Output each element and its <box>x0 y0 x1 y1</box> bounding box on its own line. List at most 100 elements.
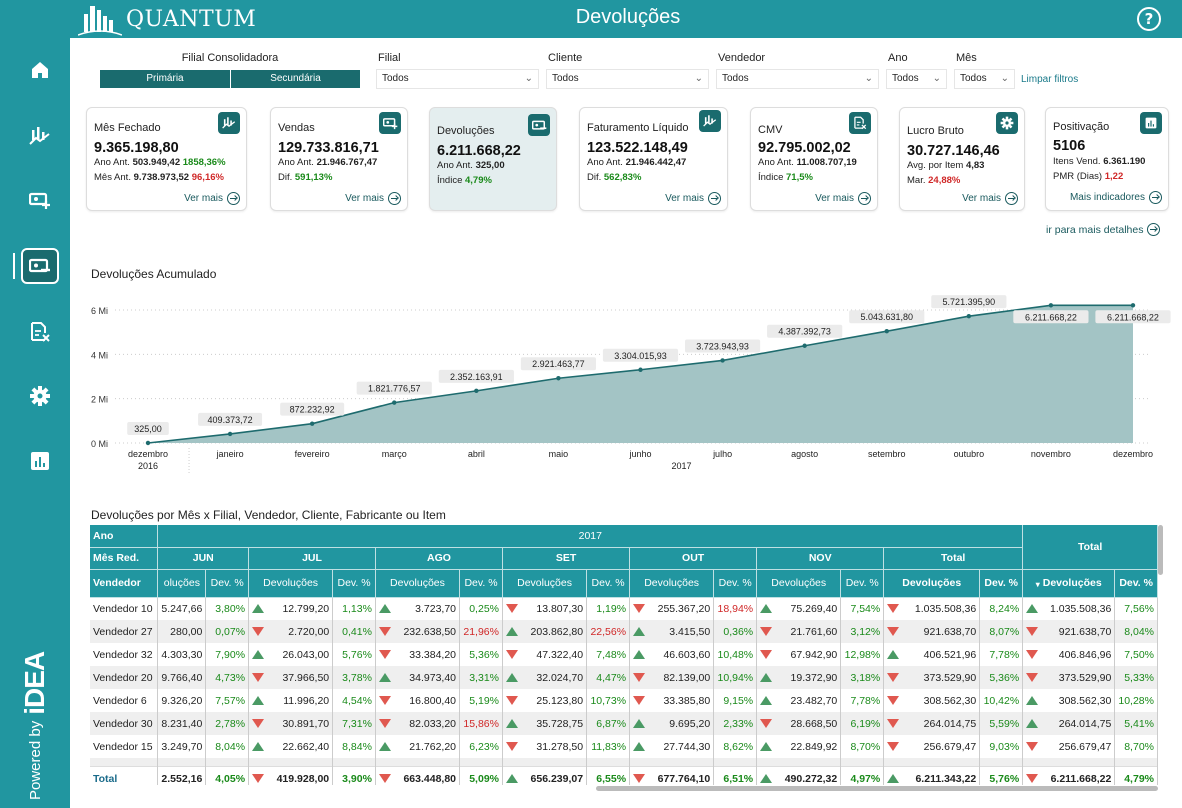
data-label: 2.352.163,91 <box>450 372 503 382</box>
col-header-dev-pct[interactable]: Dev. % <box>205 569 250 598</box>
col-header-devolucoes[interactable]: Devoluções <box>629 569 715 598</box>
vertical-scrollbar[interactable] <box>1158 525 1163 575</box>
kpi-card-faturamento-liquido[interactable]: Faturamento Líquido 123.522.148,49 Ano A… <box>579 107 728 211</box>
vendedor-dropdown[interactable]: Todos ⌄ <box>716 69 879 89</box>
segment-primaria[interactable]: Primária <box>100 70 230 88</box>
devolucoes-cell: 4.303,30 <box>157 643 207 666</box>
col-header-devolucoes[interactable]: ▾ Devoluções <box>1022 569 1116 598</box>
col-header-dev-pct[interactable]: Dev. % <box>979 569 1024 598</box>
vendedor-name[interactable]: Vendedor 6 <box>90 689 159 712</box>
x-tick-label: março <box>382 449 407 459</box>
mais-detalhes-link[interactable]: ir para mais detalhes <box>1046 223 1161 236</box>
col-header-dev-pct[interactable]: Dev. % <box>713 569 758 598</box>
horizontal-scrollbar[interactable] <box>596 786 1158 791</box>
kpi-value: 9.365.198,80 <box>94 140 179 156</box>
dev-pct-cell: 1,19% <box>586 597 631 620</box>
ver-mais-link[interactable]: Ver mais <box>665 192 721 205</box>
kpi-card-cmv[interactable]: CMV 92.795.002,02 Ano Ant. 11.008.707,19… <box>750 107 878 211</box>
col-header-devolucoes[interactable]: Devoluções <box>883 569 981 598</box>
kpi-card-positivacao[interactable]: Positivação 5106 Itens Vend. 6.361.190 P… <box>1045 107 1169 211</box>
vendedor-name[interactable]: Vendedor 27 <box>90 620 159 643</box>
triangle-down-icon <box>378 626 391 636</box>
devolucoes-cell: 27.744,30 <box>629 735 715 758</box>
gear-icon <box>996 112 1018 134</box>
dev-pct-cell: 7,50% <box>1114 643 1158 666</box>
devolucoes-cell: 16.800,40 <box>375 689 461 712</box>
dev-pct-cell: 6,87% <box>586 712 631 735</box>
triangle-up-icon <box>760 741 773 751</box>
col-header-devolucoes[interactable]: Devoluções <box>248 569 334 598</box>
col-header-dev-pct[interactable]: Dev. % <box>586 569 631 598</box>
data-label-bg <box>602 348 679 362</box>
month-header-jun: JUN <box>157 547 250 570</box>
triangle-up-icon <box>633 649 646 659</box>
page-title: Devoluções <box>575 6 681 28</box>
document-x-icon <box>31 322 50 342</box>
ver-mais-link[interactable]: Ver mais <box>184 192 240 205</box>
data-point <box>474 388 479 394</box>
triangle-up-icon <box>378 741 391 751</box>
vendedor-name[interactable]: Vendedor 10 <box>90 597 159 620</box>
col-header-dev-pct[interactable]: Dev. % <box>1114 569 1158 598</box>
mes-dropdown[interactable]: Todos ⌄ <box>954 69 1015 89</box>
col-header-dev-pct[interactable]: Dev. % <box>332 569 376 598</box>
col-header-dev-pct[interactable]: Dev. % <box>840 569 885 598</box>
mais-indicadores-link[interactable]: Mais indicadores <box>1070 191 1162 204</box>
kpi-card-mes-fechado[interactable]: Mês Fechado 9.365.198,80 Ano Ant. 503.94… <box>86 107 247 211</box>
chart-trend-icon <box>218 112 240 134</box>
sort-desc-icon: ▾ <box>1035 580 1040 589</box>
triangle-down-icon <box>252 718 265 728</box>
col-header-devolucoes[interactable]: Devoluções <box>502 569 588 598</box>
segment-secundaria[interactable]: Secundária <box>231 70 360 88</box>
row-header-vendedor[interactable]: Vendedor <box>90 569 159 598</box>
vendedor-name[interactable]: Vendedor 15 <box>90 735 159 758</box>
col-header-dev-pct[interactable]: Dev. % <box>459 569 503 598</box>
kpi-card-lucro-bruto[interactable]: Lucro Bruto 30.727.146,46 Avg. por Item … <box>899 107 1025 211</box>
dev-pct-cell: 9,03% <box>979 735 1024 758</box>
dev-pct-cell: 3,18% <box>840 666 885 689</box>
vendedor-name[interactable]: Vendedor 20 <box>90 666 159 689</box>
dev-pct-cell: 5,36% <box>459 643 503 666</box>
col-header-devolucoes[interactable]: Devoluções <box>756 569 842 598</box>
ver-mais-link[interactable]: Ver mais <box>962 192 1018 205</box>
triangle-down-icon <box>887 626 900 636</box>
col-header-devolucoes[interactable]: oluções <box>157 569 207 598</box>
dev-pct-cell: 8,04% <box>1114 620 1158 643</box>
devolucoes-cell: 677.764,10 <box>629 765 715 785</box>
sidebar-item-vendas[interactable] <box>21 182 59 218</box>
devolucoes-cell: 33.384,20 <box>375 643 461 666</box>
triangle-down-icon <box>1026 672 1039 682</box>
clear-filters-link[interactable]: Limpar filtros <box>1021 74 1079 85</box>
devolucoes-cell: 280,00 <box>157 620 207 643</box>
triangle-down-icon <box>887 718 900 728</box>
ver-mais-link[interactable]: Ver mais <box>815 192 871 205</box>
sidebar-item-cmv[interactable] <box>21 314 59 350</box>
col-header-devolucoes[interactable]: Devoluções <box>375 569 461 598</box>
chart-title: Devoluções Acumulado <box>91 267 217 281</box>
triangle-up-icon <box>633 626 646 636</box>
devolucoes-cell: 1.035.508,36 <box>883 597 981 620</box>
row-header-ano: Ano <box>90 525 159 548</box>
cliente-dropdown[interactable]: Todos ⌄ <box>546 69 709 89</box>
triangle-down-icon <box>760 626 773 636</box>
kpi-card-devolucoes[interactable]: Devoluções 6.211.668,22 Ano Ant. 325,00 … <box>429 107 557 211</box>
devolucoes-cell: 31.278,50 <box>502 735 588 758</box>
vendedor-name[interactable]: Vendedor 30 <box>90 712 159 735</box>
active-nav-marker <box>13 253 15 279</box>
sidebar-item-home[interactable] <box>21 52 59 88</box>
help-icon[interactable]: ? <box>1137 7 1161 31</box>
triangle-down-icon <box>1026 626 1039 636</box>
sidebar-item-positivacao[interactable] <box>21 443 59 479</box>
kpi-value: 129.733.816,71 <box>278 140 379 156</box>
filial-filter-label: Filial <box>378 52 401 64</box>
sidebar-item-mes-fechado[interactable] <box>21 118 59 154</box>
kpi-card-vendas[interactable]: Vendas 129.733.816,71 Ano Ant. 21.946.76… <box>270 107 408 211</box>
vendedor-name[interactable]: Total <box>90 765 159 785</box>
dev-pct-cell: 6,19% <box>840 712 885 735</box>
ver-mais-link[interactable]: Ver mais <box>345 192 401 205</box>
filial-dropdown[interactable]: Todos ⌄ <box>376 69 539 89</box>
sidebar-item-lucro[interactable] <box>21 378 59 414</box>
ano-dropdown[interactable]: Todos ⌄ <box>886 69 947 89</box>
vendedor-name[interactable]: Vendedor 32 <box>90 643 159 666</box>
sidebar-item-devolucoes[interactable] <box>21 248 59 284</box>
